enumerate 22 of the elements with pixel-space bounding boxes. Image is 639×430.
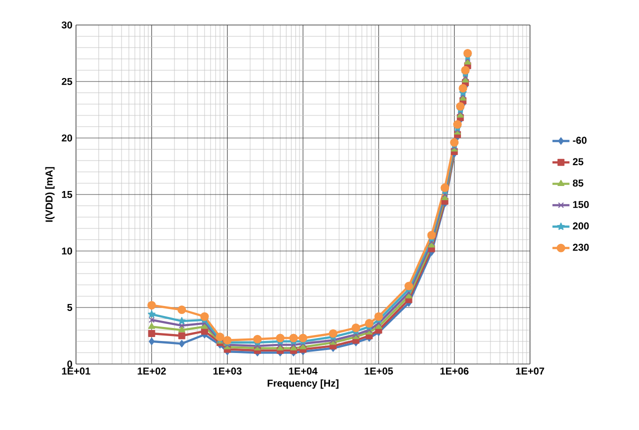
- x-tick-label: 1E+02: [138, 368, 166, 375]
- y-tick-label: 30: [62, 21, 72, 29]
- x-axis-title: Frequency [Hz]: [268, 379, 338, 389]
- legend-label: -60: [572, 136, 587, 144]
- legend-label: 85: [572, 180, 584, 187]
- legend-label: 25: [572, 158, 584, 166]
- x-tick-label: 1E+04: [289, 368, 318, 375]
- y-tick-label: 5: [67, 304, 72, 311]
- y-tick-label: 25: [62, 78, 72, 86]
- legend-label: 150: [573, 200, 589, 208]
- x-tick-label: 1E+05: [364, 368, 393, 375]
- x-tick-label: 1E+07: [516, 368, 544, 375]
- x-tick-label: 1E+06: [440, 368, 469, 375]
- y-tick-label: 10: [62, 247, 72, 255]
- x-tick-label: 1E+03: [213, 368, 242, 375]
- y-tick-label: 20: [62, 134, 72, 142]
- y-tick-label: 0: [67, 360, 72, 368]
- y-axis-title: I(VDD) [mA]: [45, 167, 55, 222]
- legend-label: 230: [572, 244, 589, 251]
- y-tick-label: 15: [62, 191, 72, 198]
- legend-label: 200: [572, 222, 589, 230]
- x-tick-label: 1E+01: [62, 368, 90, 375]
